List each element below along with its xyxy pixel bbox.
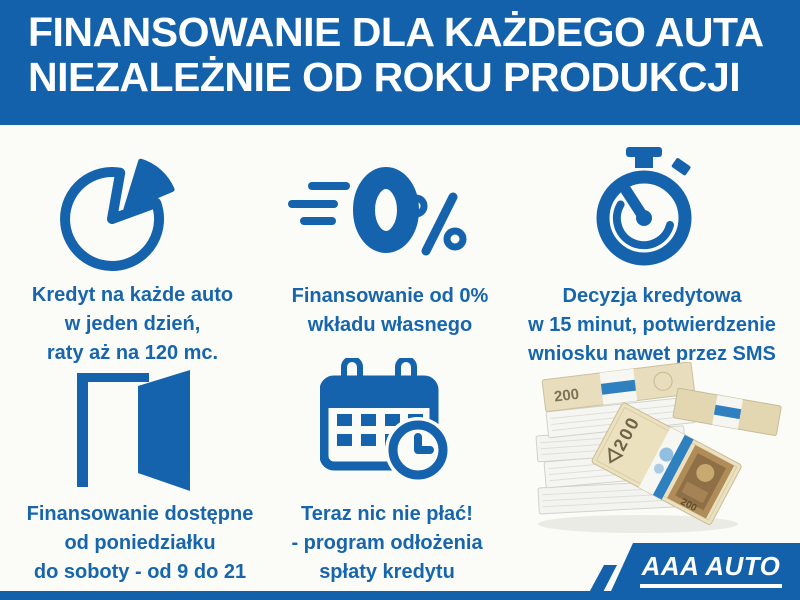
top-banknote-bundle: 200 (541, 362, 696, 413)
caption-line: Finansowanie od 0% (291, 285, 489, 307)
open-door-icon (77, 370, 190, 491)
money-stacks-image: 200 200 200 (535, 362, 782, 533)
caption-line: Finansowanie dostępne (26, 503, 254, 525)
banknote-value-label: 200 (553, 386, 580, 406)
pie-chart-icon (60, 158, 175, 271)
logo-accent-stripe (585, 565, 617, 600)
header-line-1: FINANSOWANIE DLA KAŻDEGO AUTA (28, 9, 764, 55)
front-banknote-bundle: 200 200 (591, 402, 742, 525)
caption-opening-hours: Finansowanie dostępne od poniedziałku do… (25, 500, 255, 587)
caption-line: Teraz nic nie płać! (301, 503, 473, 525)
caption-line: w 15 minut, potwierdzenie (528, 314, 776, 336)
caption-line: od poniedziałku (64, 532, 216, 554)
caption-pay-later: Teraz nic nie płać! - program odłożenia … (278, 500, 496, 587)
percent-dot-bottom (443, 227, 467, 251)
caption-line: - program odłożenia (291, 532, 483, 554)
logo-wordmark: AAA AUTO (639, 551, 783, 588)
zero-percent-icon (288, 167, 467, 256)
speed-lines (288, 182, 350, 225)
percent-slash (421, 192, 458, 256)
caption-zero-percent: Finansowanie od 0% wkładu własnego (280, 282, 500, 340)
caption-fast-decision: Decyzja kredytowa w 15 minut, potwierdze… (522, 282, 782, 369)
header-banner: FINANSOWANIE DLA KAŻDEGO AUTA NIEZALEŻNI… (0, 0, 800, 125)
pie-slice (123, 158, 175, 212)
bottom-strip (0, 591, 800, 600)
caption-line: wkładu własnego (307, 314, 473, 336)
stopwatch-icon (596, 147, 692, 266)
header-line-2: NIEZALEŻNIE OD ROKU PRODUKCJI (28, 54, 741, 100)
caption-line: raty aż na 120 mc. (46, 342, 219, 364)
caption-line: Decyzja kredytowa (562, 285, 742, 307)
caption-line: spłaty kredytu (319, 561, 455, 583)
caption-line: wniosku nawet przez SMS (528, 343, 776, 365)
zero-digit (353, 167, 419, 253)
pie-circle (60, 167, 165, 271)
aaa-auto-logo: AAA AUTO (632, 551, 790, 588)
caption-line: Kredyt na każde auto (31, 284, 234, 306)
percent-dot-top (404, 194, 428, 218)
caption-line: do soboty - od 9 do 21 (33, 561, 247, 583)
calendar-clock-icon (320, 358, 451, 483)
caption-credit-any-car: Kredyt na każde auto w jeden dzień, raty… (20, 281, 245, 368)
caption-line: w jeden dzień, (64, 313, 201, 335)
